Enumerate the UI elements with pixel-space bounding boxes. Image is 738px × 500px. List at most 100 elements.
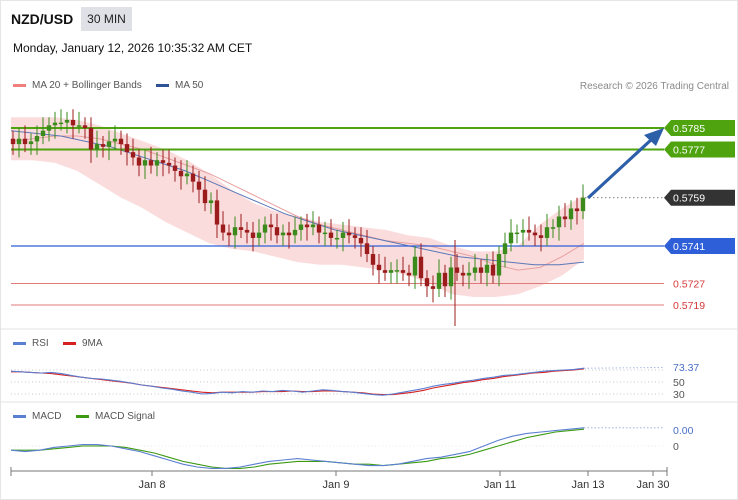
timestamp-label: Monday, January 12, 2026 10:35:32 AM CET xyxy=(13,41,253,55)
candle-body xyxy=(466,272,472,276)
candle-body xyxy=(382,270,388,273)
candle-body xyxy=(424,278,430,287)
macd-line xyxy=(10,427,585,469)
candle-body xyxy=(208,200,214,204)
candle-body xyxy=(472,267,478,273)
candle-body xyxy=(304,224,310,228)
legend-rsi-label: RSI xyxy=(32,338,49,349)
candle-body xyxy=(22,138,28,145)
candle-body xyxy=(550,227,556,229)
legend-rsi: RSI xyxy=(13,338,49,349)
legend-swatch xyxy=(13,84,26,87)
candle-body xyxy=(340,232,346,238)
macd-value-label: 0.00 xyxy=(673,425,694,437)
ma50-line xyxy=(10,130,585,266)
candle-body xyxy=(310,224,316,228)
level-label-support: 0.5719 xyxy=(673,300,705,312)
candle-body xyxy=(214,200,220,225)
candle-body xyxy=(244,229,250,233)
candle-body xyxy=(556,216,562,228)
candle-body xyxy=(286,232,292,236)
candle-body xyxy=(418,256,424,279)
rsi-line xyxy=(10,367,585,396)
ma20-line xyxy=(10,135,585,271)
legend-bollinger-label: MA 20 + Bollinger Bands xyxy=(32,80,142,91)
candle-body xyxy=(160,160,166,163)
x-axis-tick-label: Jan 11 xyxy=(484,479,516,491)
level-tag-pivot xyxy=(664,238,735,254)
candle-body xyxy=(94,144,100,150)
candle-body xyxy=(514,232,520,235)
candle-body xyxy=(190,173,196,182)
level-tag-current xyxy=(664,189,735,206)
legend-macd-signal-label: MACD Signal xyxy=(95,411,156,422)
candle-body xyxy=(136,157,142,166)
legend-swatch xyxy=(13,415,26,418)
rsi-projection-line xyxy=(583,367,665,369)
level-label-target: 0.5785 xyxy=(673,123,705,135)
candle-body xyxy=(172,165,178,171)
rsi-tick-30: 30 xyxy=(673,389,685,401)
candle-body xyxy=(280,232,286,236)
candle-body xyxy=(166,162,172,166)
rsi-tick-50: 50 xyxy=(673,377,685,389)
level-tag-target xyxy=(664,120,735,136)
x-axis-tick-label: Jan 13 xyxy=(571,479,604,491)
candle-body xyxy=(400,270,406,273)
candle-body xyxy=(40,130,46,137)
x-axis-tick-label: Jan 9 xyxy=(323,479,350,491)
candle-body xyxy=(34,136,40,142)
candle-body xyxy=(562,216,568,220)
projection-arrow-line xyxy=(586,137,654,200)
candle-body xyxy=(64,119,70,123)
candle-body xyxy=(334,237,340,240)
legend-rsi-ma-label: 9MA xyxy=(82,338,103,349)
candle-body xyxy=(502,243,508,255)
candle-body xyxy=(178,170,184,177)
candle-body xyxy=(544,227,550,238)
candle-body xyxy=(364,243,370,255)
candle-body xyxy=(574,208,580,212)
symbol-title: NZD/USD xyxy=(11,11,74,27)
candle-body xyxy=(394,270,400,272)
candle-body xyxy=(298,224,304,230)
rsi-value-label: 73.37 xyxy=(673,362,699,374)
candle-body xyxy=(406,272,412,276)
candle-body xyxy=(124,144,130,153)
candle-body xyxy=(220,224,226,233)
candle-body xyxy=(436,272,442,289)
candle-body xyxy=(538,235,544,238)
candle-body xyxy=(82,125,88,128)
candle-body xyxy=(268,224,274,228)
legend-swatch xyxy=(76,415,89,418)
legend-bollinger: MA 20 + Bollinger Bands xyxy=(13,80,142,91)
x-axis-tick-label: Jan 8 xyxy=(139,479,166,491)
legend-swatch xyxy=(156,84,169,87)
candle-body xyxy=(526,229,532,233)
candle-body xyxy=(568,208,574,220)
candle-body xyxy=(262,224,268,233)
candle-body xyxy=(226,232,232,236)
x-axis-tick-label: Jan 30 xyxy=(636,479,669,491)
candle-body xyxy=(202,189,208,204)
candle-body xyxy=(100,144,106,147)
candle-body xyxy=(346,232,352,236)
candle-body xyxy=(106,141,112,147)
level-tag-target xyxy=(664,141,735,158)
legend-rsi-ma: 9MA xyxy=(63,338,103,349)
candle-body xyxy=(292,229,298,236)
candle-body xyxy=(46,125,52,131)
candle-body xyxy=(448,267,454,287)
candle-body xyxy=(142,160,148,166)
candle-body xyxy=(358,237,364,244)
projection-arrow-head xyxy=(644,128,664,146)
legend-ma50-label: MA 50 xyxy=(175,80,204,91)
candle-body xyxy=(154,160,160,166)
timeframe-badge[interactable]: 30 MIN xyxy=(81,7,132,31)
level-label-current: 0.5759 xyxy=(673,193,705,205)
candle-body xyxy=(412,256,418,276)
credit-label: Research © 2026 Trading Central xyxy=(579,81,729,92)
legend-macd: MACD xyxy=(13,411,61,422)
legend-swatch xyxy=(63,342,76,345)
